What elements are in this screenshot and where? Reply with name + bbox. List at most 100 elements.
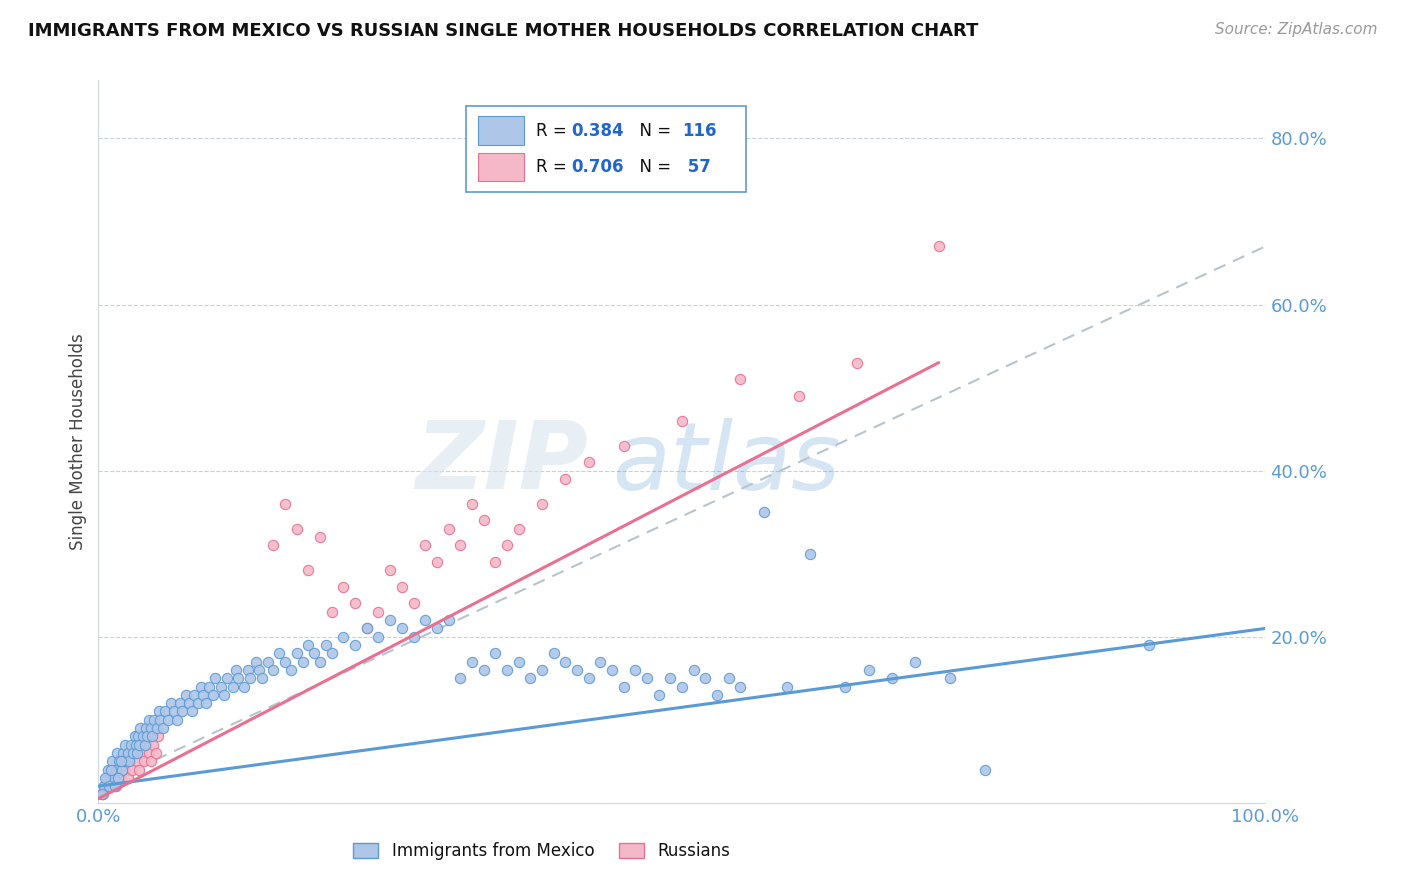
Point — [682, 663, 704, 677]
Point — [166, 713, 188, 727]
Point — [108, 754, 131, 768]
Text: 57: 57 — [682, 158, 711, 176]
Point — [249, 663, 271, 677]
Point — [671, 680, 693, 694]
Point — [624, 663, 647, 677]
Point — [146, 730, 169, 744]
Point — [93, 779, 115, 793]
Text: R =: R = — [536, 158, 572, 176]
Point — [578, 671, 600, 685]
Point — [228, 671, 250, 685]
Point — [169, 696, 191, 710]
Point — [367, 605, 389, 619]
Point — [344, 597, 367, 611]
Point — [233, 680, 256, 694]
Point — [214, 688, 236, 702]
Point — [209, 680, 232, 694]
Point — [149, 713, 172, 727]
Point — [461, 655, 484, 669]
Point — [139, 754, 162, 768]
Point — [752, 505, 775, 519]
Point — [111, 763, 134, 777]
Point — [269, 646, 291, 660]
Point — [111, 754, 134, 768]
Point — [565, 663, 588, 677]
Point — [136, 730, 159, 744]
Point — [787, 389, 810, 403]
Point — [717, 671, 740, 685]
Point — [110, 754, 132, 768]
Point — [125, 738, 148, 752]
Text: atlas: atlas — [612, 417, 841, 508]
Point — [262, 538, 284, 552]
Point — [426, 555, 449, 569]
Point — [132, 730, 155, 744]
Point — [904, 655, 927, 669]
Text: N =: N = — [630, 122, 676, 140]
Point — [114, 738, 136, 752]
Point — [554, 472, 576, 486]
Point — [180, 705, 202, 719]
Point — [172, 705, 194, 719]
Point — [530, 663, 553, 677]
Point — [93, 779, 115, 793]
Point — [239, 671, 262, 685]
Point — [880, 671, 903, 685]
Point — [143, 713, 166, 727]
Point — [131, 746, 153, 760]
Point — [107, 771, 129, 785]
Point — [153, 705, 176, 719]
Point — [138, 746, 160, 760]
Point — [100, 763, 122, 777]
Point — [215, 671, 238, 685]
Point — [256, 655, 278, 669]
Point — [157, 713, 180, 727]
Point — [135, 721, 157, 735]
Point — [613, 680, 636, 694]
Point — [135, 738, 157, 752]
Point — [204, 671, 226, 685]
Point — [834, 680, 856, 694]
Point — [190, 680, 212, 694]
Point — [97, 779, 120, 793]
Point — [484, 646, 506, 660]
Point — [578, 455, 600, 469]
Point — [274, 655, 297, 669]
Point — [110, 771, 132, 785]
Point — [332, 580, 354, 594]
Point — [730, 680, 752, 694]
Point — [134, 738, 156, 752]
Point — [321, 605, 343, 619]
Point — [193, 688, 215, 702]
Text: 0.706: 0.706 — [571, 158, 623, 176]
Point — [120, 738, 142, 752]
Point — [472, 663, 495, 677]
Point — [91, 788, 114, 802]
Point — [846, 356, 869, 370]
Point — [472, 513, 495, 527]
Point — [104, 779, 127, 793]
Point — [356, 621, 378, 635]
Point — [221, 680, 243, 694]
Point — [554, 655, 576, 669]
Point — [928, 239, 950, 253]
Point — [304, 646, 326, 660]
Point — [309, 530, 332, 544]
Point — [114, 763, 136, 777]
Point — [201, 688, 224, 702]
Point — [103, 771, 125, 785]
Point — [183, 688, 205, 702]
Point — [285, 646, 308, 660]
Point — [356, 621, 378, 635]
Point — [122, 746, 145, 760]
Point — [128, 738, 150, 752]
Point — [146, 721, 169, 735]
Point — [437, 522, 460, 536]
FancyBboxPatch shape — [478, 153, 524, 181]
FancyBboxPatch shape — [465, 105, 747, 193]
Point — [148, 705, 170, 719]
Point — [285, 522, 308, 536]
Point — [695, 671, 717, 685]
Text: IMMIGRANTS FROM MEXICO VS RUSSIAN SINGLE MOTHER HOUSEHOLDS CORRELATION CHART: IMMIGRANTS FROM MEXICO VS RUSSIAN SINGLE… — [28, 22, 979, 40]
Point — [1137, 638, 1160, 652]
